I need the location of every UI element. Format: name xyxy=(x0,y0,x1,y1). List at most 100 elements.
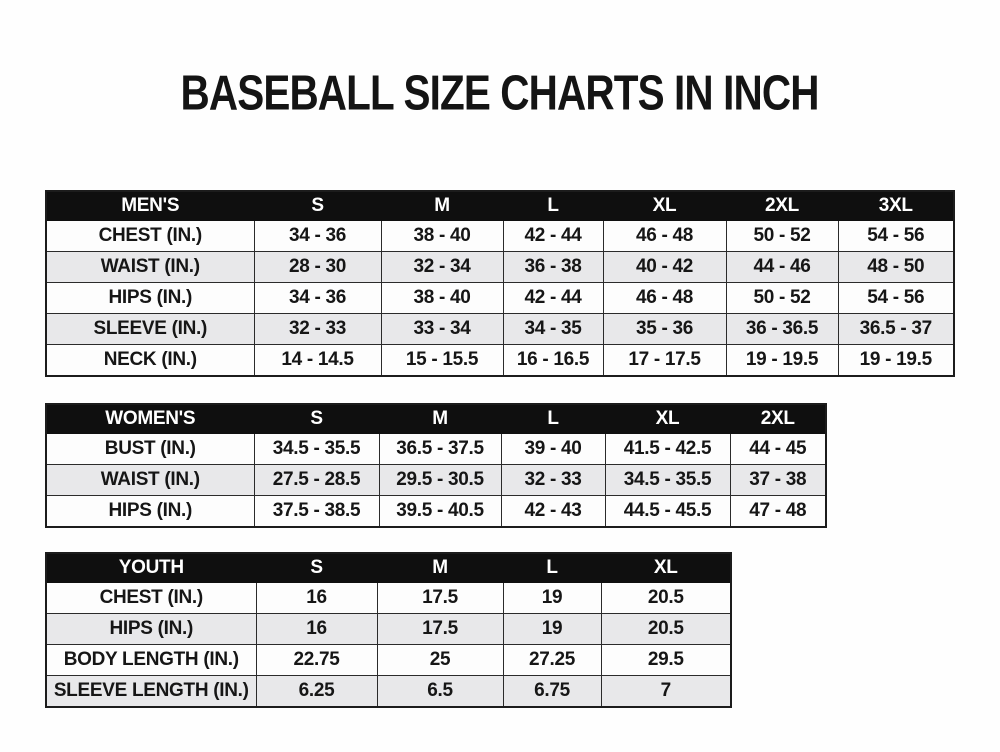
size-value-cell: 6.5 xyxy=(376,675,504,708)
size-value-cell: 37 - 38 xyxy=(729,464,827,496)
row-label: HIPS (IN.) xyxy=(45,613,257,645)
size-value-cell: 54 - 56 xyxy=(837,220,955,252)
size-value-cell: 34.5 - 35.5 xyxy=(604,464,731,496)
size-value-cell: 15 - 15.5 xyxy=(380,344,504,377)
size-value-cell: 41.5 - 42.5 xyxy=(604,433,731,465)
table-row: BUST (IN.) 34.5 - 35.5 36.5 - 37.5 39 - … xyxy=(45,433,827,465)
column-header: YOUTH xyxy=(45,552,257,583)
mens-size-table: MEN'S S M L XL 2XL 3XL CHEST (IN.) 34 - … xyxy=(45,190,955,377)
column-header: 2XL xyxy=(729,403,827,434)
row-label: WAIST (IN.) xyxy=(45,464,255,496)
table-row: CHEST (IN.) 16 17.5 19 20.5 xyxy=(45,582,732,614)
column-header: L xyxy=(502,190,604,221)
size-value-cell: 46 - 48 xyxy=(602,220,727,252)
column-header: S xyxy=(253,190,382,221)
size-value-cell: 44 - 45 xyxy=(729,433,827,465)
size-value-cell: 42 - 44 xyxy=(502,282,604,314)
size-value-cell: 14 - 14.5 xyxy=(253,344,382,377)
size-value-cell: 28 - 30 xyxy=(253,251,382,283)
size-value-cell: 22.75 xyxy=(255,644,378,676)
column-header: XL xyxy=(604,403,731,434)
size-value-cell: 25 xyxy=(376,644,504,676)
size-value-cell: 19 xyxy=(502,613,602,645)
size-value-cell: 29.5 xyxy=(600,644,732,676)
row-label: NECK (IN.) xyxy=(45,344,255,377)
size-value-cell: 17.5 xyxy=(376,582,504,614)
page-title: BASEBALL SIZE CHARTS IN INCH xyxy=(0,64,1000,121)
size-value-cell: 16 xyxy=(255,613,378,645)
column-header: S xyxy=(255,552,378,583)
size-value-cell: 34 - 36 xyxy=(253,282,382,314)
column-header: M xyxy=(376,552,504,583)
size-value-cell: 39 - 40 xyxy=(500,433,606,465)
size-value-cell: 33 - 34 xyxy=(380,313,504,345)
page-title-text: BASEBALL SIZE CHARTS IN INCH xyxy=(180,65,820,121)
column-header: MEN'S xyxy=(45,190,255,221)
size-value-cell: 48 - 50 xyxy=(837,251,955,283)
size-value-cell: 54 - 56 xyxy=(837,282,955,314)
table-row: WAIST (IN.) 27.5 - 28.5 29.5 - 30.5 32 -… xyxy=(45,464,827,496)
table-row: SLEEVE (IN.) 32 - 33 33 - 34 34 - 35 35 … xyxy=(45,313,955,345)
size-value-cell: 6.75 xyxy=(502,675,602,708)
column-header: 2XL xyxy=(725,190,839,221)
size-value-cell: 38 - 40 xyxy=(380,220,504,252)
size-value-cell: 35 - 36 xyxy=(602,313,727,345)
size-value-cell: 50 - 52 xyxy=(725,282,839,314)
size-value-cell: 34 - 36 xyxy=(253,220,382,252)
column-header: S xyxy=(253,403,380,434)
size-value-cell: 44.5 - 45.5 xyxy=(604,495,731,528)
column-header: M xyxy=(378,403,502,434)
size-value-cell: 32 - 33 xyxy=(253,313,382,345)
size-value-cell: 27.25 xyxy=(502,644,602,676)
row-label: CHEST (IN.) xyxy=(45,582,257,614)
column-header: L xyxy=(500,403,606,434)
row-label: WAIST (IN.) xyxy=(45,251,255,283)
row-label: SLEEVE (IN.) xyxy=(45,313,255,345)
youth-header-row: YOUTH S M L XL xyxy=(45,552,732,583)
size-value-cell: 19 xyxy=(502,582,602,614)
size-value-cell: 19 - 19.5 xyxy=(837,344,955,377)
size-value-cell: 32 - 34 xyxy=(380,251,504,283)
table-row: HIPS (IN.) 37.5 - 38.5 39.5 - 40.5 42 - … xyxy=(45,495,827,528)
size-value-cell: 34.5 - 35.5 xyxy=(253,433,380,465)
row-label: HIPS (IN.) xyxy=(45,495,255,528)
size-value-cell: 20.5 xyxy=(600,582,732,614)
table-row: CHEST (IN.) 34 - 36 38 - 40 42 - 44 46 -… xyxy=(45,220,955,252)
table-row: HIPS (IN.) 16 17.5 19 20.5 xyxy=(45,613,732,645)
column-header: WOMEN'S xyxy=(45,403,255,434)
size-value-cell: 16 - 16.5 xyxy=(502,344,604,377)
mens-header-row: MEN'S S M L XL 2XL 3XL xyxy=(45,190,955,221)
row-label: HIPS (IN.) xyxy=(45,282,255,314)
size-value-cell: 38 - 40 xyxy=(380,282,504,314)
size-value-cell: 37.5 - 38.5 xyxy=(253,495,380,528)
size-value-cell: 50 - 52 xyxy=(725,220,839,252)
size-value-cell: 19 - 19.5 xyxy=(725,344,839,377)
womens-size-table: WOMEN'S S M L XL 2XL BUST (IN.) 34.5 - 3… xyxy=(45,403,827,528)
size-value-cell: 16 xyxy=(255,582,378,614)
table-row: HIPS (IN.) 34 - 36 38 - 40 42 - 44 46 - … xyxy=(45,282,955,314)
size-value-cell: 36.5 - 37.5 xyxy=(378,433,502,465)
size-value-cell: 47 - 48 xyxy=(729,495,827,528)
size-value-cell: 39.5 - 40.5 xyxy=(378,495,502,528)
size-value-cell: 20.5 xyxy=(600,613,732,645)
size-value-cell: 46 - 48 xyxy=(602,282,727,314)
size-value-cell: 36 - 36.5 xyxy=(725,313,839,345)
size-value-cell: 17.5 xyxy=(376,613,504,645)
column-header: XL xyxy=(602,190,727,221)
row-label: BODY LENGTH (IN.) xyxy=(45,644,257,676)
size-value-cell: 27.5 - 28.5 xyxy=(253,464,380,496)
column-header: L xyxy=(502,552,602,583)
size-value-cell: 40 - 42 xyxy=(602,251,727,283)
size-value-cell: 6.25 xyxy=(255,675,378,708)
column-header: M xyxy=(380,190,504,221)
size-value-cell: 32 - 33 xyxy=(500,464,606,496)
column-header: XL xyxy=(600,552,732,583)
size-value-cell: 44 - 46 xyxy=(725,251,839,283)
size-value-cell: 17 - 17.5 xyxy=(602,344,727,377)
column-header: 3XL xyxy=(837,190,955,221)
table-row: BODY LENGTH (IN.) 22.75 25 27.25 29.5 xyxy=(45,644,732,676)
size-value-cell: 36 - 38 xyxy=(502,251,604,283)
row-label: CHEST (IN.) xyxy=(45,220,255,252)
table-row: WAIST (IN.) 28 - 30 32 - 34 36 - 38 40 -… xyxy=(45,251,955,283)
table-row: SLEEVE LENGTH (IN.) 6.25 6.5 6.75 7 xyxy=(45,675,732,708)
